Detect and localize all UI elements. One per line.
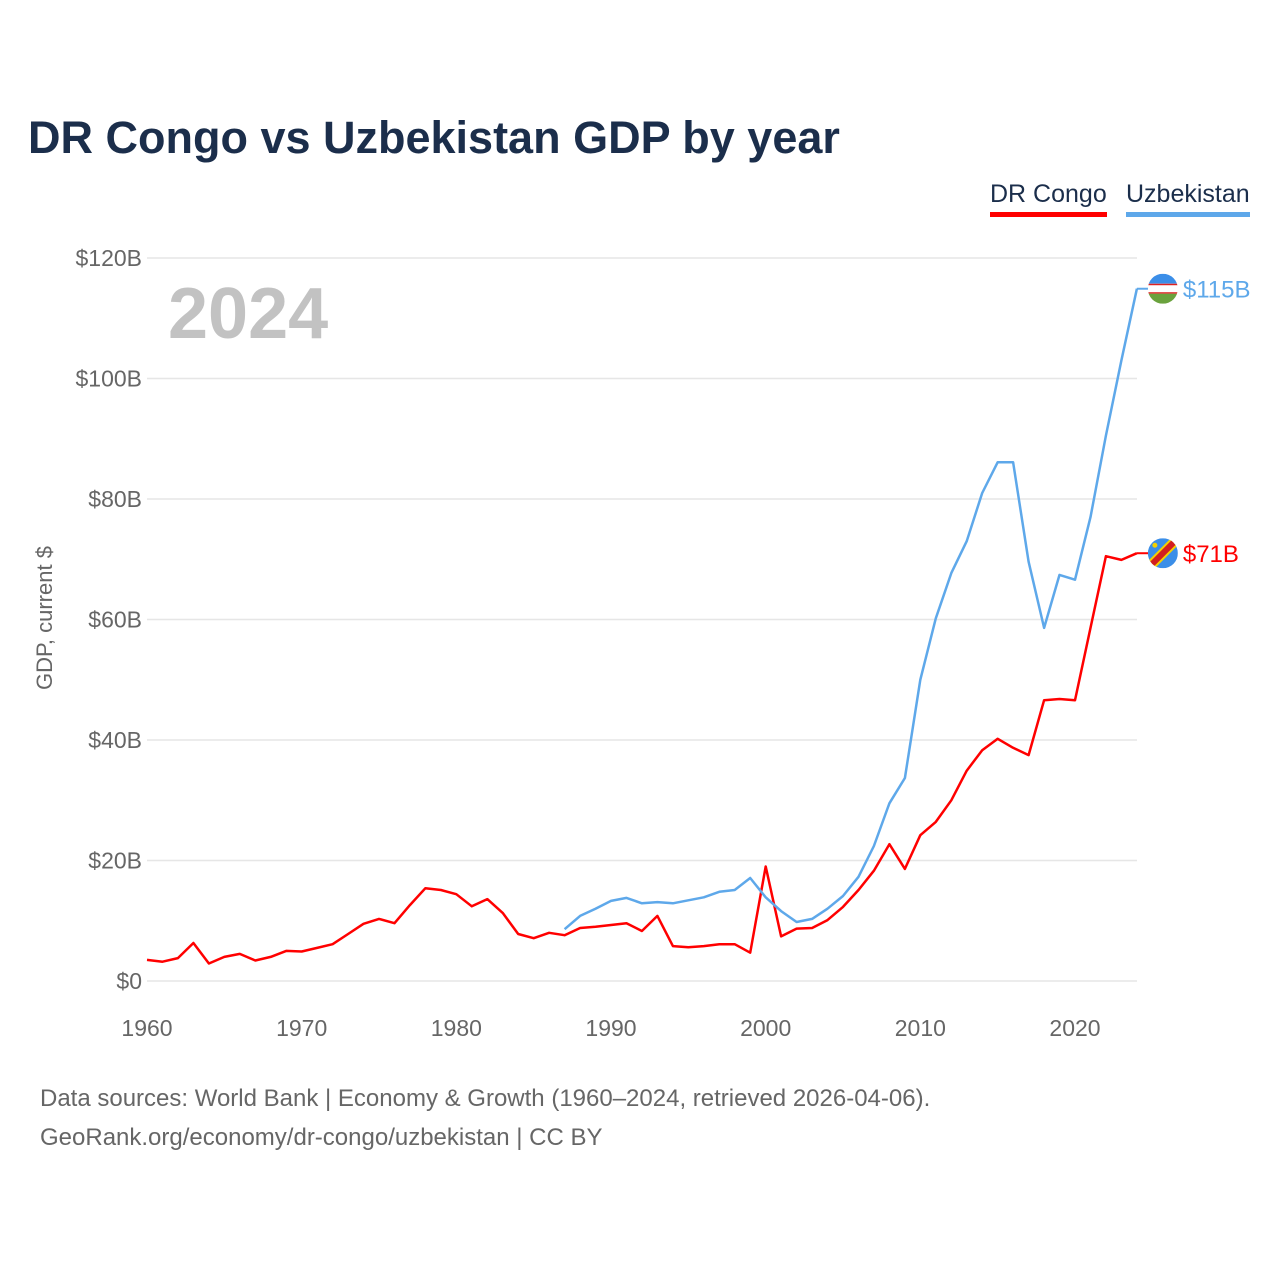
- x-tick-label: 2020: [1049, 1015, 1100, 1041]
- chart-title: DR Congo vs Uzbekistan GDP by year: [28, 112, 840, 163]
- y-tick-label: $60B: [88, 607, 142, 633]
- x-tick-label: 1970: [276, 1015, 327, 1041]
- series-line-uzbekistan: [563, 288, 1139, 931]
- legend-dr-congo[interactable]: DR Congo: [990, 180, 1107, 217]
- x-tick-label: 1990: [585, 1015, 636, 1041]
- footer-sources: Data sources: World Bank | Economy & Gro…: [40, 1085, 931, 1112]
- y-tick-label: $120B: [75, 245, 142, 271]
- year-label: 2024: [168, 274, 328, 354]
- y-tick-label: $80B: [88, 486, 142, 512]
- y-tick-label: $40B: [88, 727, 142, 753]
- footer-credit: GeoRank.org/economy/dr-congo/uzbekistan …: [40, 1124, 603, 1151]
- x-tick-label: 2010: [895, 1015, 946, 1041]
- y-tick-label: $100B: [75, 366, 142, 392]
- x-tick-label: 1980: [431, 1015, 482, 1041]
- x-tick-label: 2000: [740, 1015, 791, 1041]
- x-tick-label: 1960: [121, 1015, 172, 1041]
- y-tick-label: $20B: [88, 848, 142, 874]
- end-value-label: $71B: [1183, 541, 1239, 568]
- y-tick-label: $0: [116, 968, 142, 994]
- series-line-dr-congo: [146, 552, 1138, 965]
- end-value-label: $115B: [1183, 277, 1251, 304]
- uzbekistan-flag-icon: [1147, 273, 1178, 304]
- legend-uzbekistan[interactable]: Uzbekistan: [1126, 180, 1250, 217]
- dr-congo-flag-icon: [1147, 538, 1178, 569]
